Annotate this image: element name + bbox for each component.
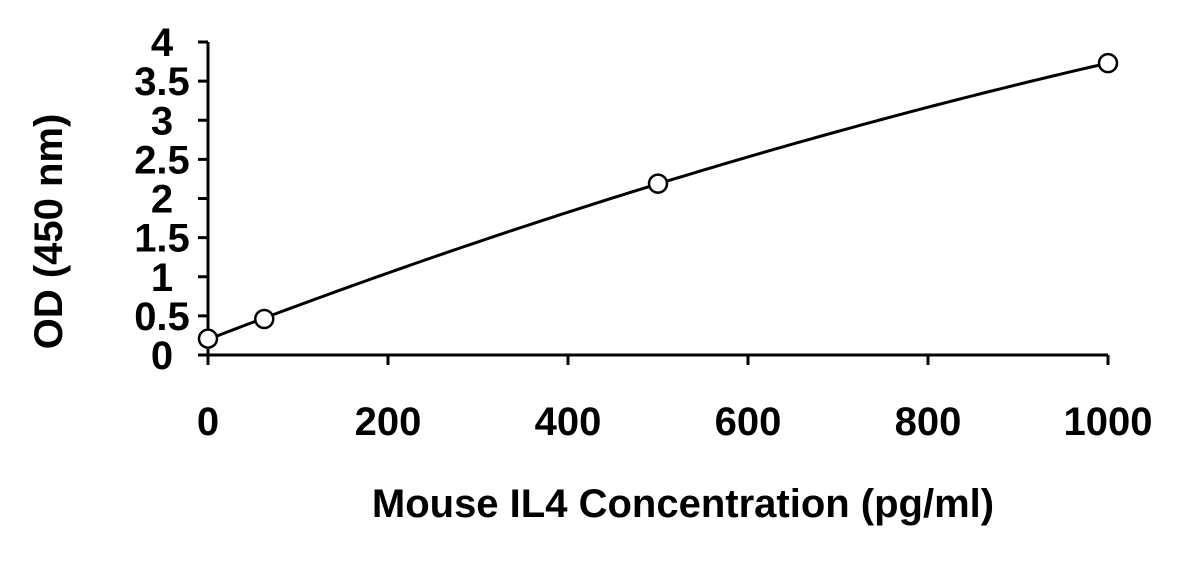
x-ticks: 0 200 400 600 800 1000	[197, 355, 1153, 444]
y-axis-label: OD (450 nm)	[27, 114, 71, 350]
fit-curve	[207, 61, 1109, 341]
data-point	[197, 328, 219, 349]
y-tick-label: 4	[151, 21, 174, 65]
y-tick-label: 0.5	[134, 295, 190, 339]
y-tick-label: 0	[151, 334, 173, 378]
x-axis-label: Mouse IL4 Concentration (pg/ml)	[372, 482, 994, 526]
y-tick-label: 2	[151, 178, 173, 222]
x-tick-label: 0	[197, 400, 219, 444]
data-point	[254, 308, 275, 330]
y-tick-label: 3	[151, 99, 173, 143]
y-ticks: 00.511.522.533.54	[134, 21, 208, 378]
x-tick-label: 200	[355, 400, 422, 444]
data-point	[1097, 52, 1119, 74]
x-tick-label: 1000	[1064, 400, 1153, 444]
x-tick-label: 800	[895, 400, 962, 444]
x-tick-label: 400	[535, 400, 602, 444]
x-tick-label: 600	[715, 400, 782, 444]
y-tick-label: 1.5	[134, 217, 190, 261]
data-points	[197, 52, 1119, 349]
y-tick-label: 1	[151, 256, 173, 300]
axes	[206, 42, 1108, 357]
y-tick-label: 2.5	[134, 138, 190, 182]
data-point	[647, 173, 669, 194]
y-tick-label: 3.5	[134, 60, 190, 104]
